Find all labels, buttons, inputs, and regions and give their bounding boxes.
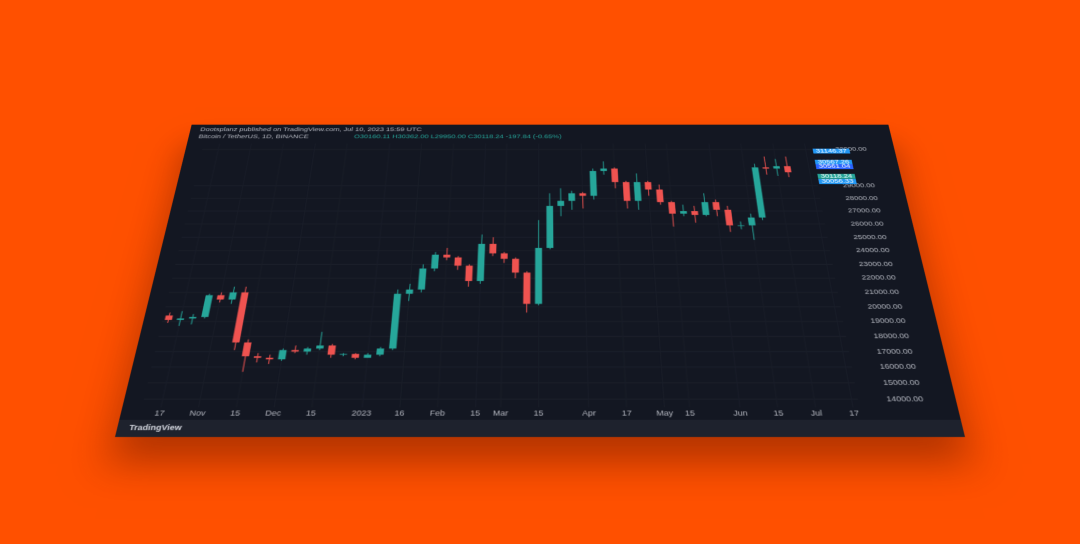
candle-body (691, 211, 699, 215)
candle-body (339, 353, 348, 355)
candle-body (668, 202, 676, 214)
x-tick-label: 15 (533, 409, 543, 418)
candle-body (431, 254, 439, 269)
price-label: 30056.33 (821, 178, 854, 185)
candle-body (316, 345, 324, 349)
x-tick-label: 16 (394, 409, 405, 418)
y-tick-label: 28000.00 (845, 195, 879, 202)
candle-body (568, 193, 576, 201)
brand: TradingView (128, 423, 183, 432)
x-tick-label: 2023 (351, 409, 372, 418)
y-tick-label: 27000.00 (847, 207, 881, 214)
x-tick-label: 17 (849, 409, 861, 418)
symbol: Bitcoin / TetherUS, 1D, BINANCE (198, 134, 309, 140)
candle-body (773, 166, 781, 169)
chart-panel: Dootsplanz published on TradingView.com,… (115, 124, 965, 438)
candle-body (600, 168, 607, 172)
y-tick-label: 18000.00 (873, 332, 910, 340)
candle-body (546, 205, 554, 248)
candle-body (783, 166, 792, 173)
candle-body (680, 211, 687, 214)
y-tick-label: 19000.00 (870, 317, 907, 325)
candle-body (622, 182, 631, 201)
price-label: 30561.04 (818, 163, 852, 169)
candle-body (712, 202, 720, 210)
y-tick-label: 14000.00 (885, 394, 924, 403)
y-tick-label: 32000.00 (835, 146, 868, 152)
candle-body (511, 258, 520, 273)
footer-bar (115, 419, 965, 437)
x-tick-label: Dec (265, 409, 282, 418)
x-tick-label: Jul (810, 409, 823, 418)
y-tick-label: 22000.00 (861, 274, 897, 282)
y-tick-label: 24000.00 (855, 247, 890, 254)
candle-body (405, 289, 414, 294)
candle-body (454, 257, 462, 266)
x-tick-label: 17 (154, 409, 166, 418)
candle-body (534, 247, 543, 304)
y-tick-label: 29000.00 (842, 182, 875, 189)
candle-body (523, 272, 531, 304)
candle-body (644, 182, 652, 190)
candle-body (656, 189, 664, 203)
candle-body (216, 295, 225, 300)
y-tick-label: 21000.00 (864, 288, 900, 296)
ohlc-readout: O30160.11 H30362.00 L29950.00 C30118.24 … (354, 134, 562, 140)
candle-body (277, 350, 287, 360)
author-line: Dootsplanz published on TradingView.com,… (200, 127, 423, 133)
y-tick-label: 16000.00 (879, 363, 917, 371)
x-tick-label: 15 (773, 409, 784, 418)
candle-body (633, 182, 642, 201)
x-tick-label: 15 (306, 409, 317, 418)
candle-body (291, 350, 299, 352)
x-tick-label: May (656, 409, 674, 418)
price-label: 30567.26 (817, 159, 850, 165)
x-tick-label: Mar (493, 409, 509, 418)
candle-body (327, 345, 336, 355)
x-tick-label: Jun (733, 409, 748, 418)
candle-body (363, 354, 372, 358)
y-tick-label: 25000.00 (853, 233, 888, 240)
candle-body (265, 357, 274, 360)
candle-body (228, 292, 237, 300)
candle-body (557, 200, 565, 206)
x-tick-label: Apr (582, 409, 597, 418)
x-tick-label: Nov (189, 409, 207, 418)
candle-body (253, 356, 262, 358)
candle-body (747, 217, 756, 226)
x-tick-label: 15 (470, 409, 480, 418)
candle-body (579, 193, 587, 196)
candle-body (376, 348, 385, 355)
y-tick-label: 20000.00 (867, 302, 903, 310)
candle-body (176, 318, 185, 320)
chart-background (115, 124, 965, 438)
price-label: 30118.24 (820, 173, 853, 180)
x-tick-label: 15 (230, 409, 241, 418)
chart: Dootsplanz published on TradingView.com,… (115, 124, 965, 438)
x-tick-label: 15 (685, 409, 696, 418)
candle-body (500, 253, 508, 259)
candle-body (303, 348, 312, 352)
y-tick-label: 26000.00 (850, 220, 884, 227)
y-tick-label: 17000.00 (876, 347, 913, 355)
candle-body (443, 254, 451, 258)
candle-body (762, 167, 770, 169)
candle-body (589, 171, 598, 196)
y-tick-label: 23000.00 (858, 260, 893, 267)
candle-body (737, 225, 745, 227)
candle-body (611, 168, 619, 183)
candle-body (164, 315, 173, 320)
price-label: 31146.37 (815, 148, 847, 154)
candle-body (351, 353, 360, 358)
candle-body (489, 243, 497, 254)
x-tick-label: Feb (429, 409, 445, 418)
candle-body (465, 265, 473, 282)
x-tick-label: 17 (622, 409, 632, 418)
y-tick-label: 15000.00 (882, 378, 920, 387)
candle-body (188, 317, 197, 319)
candle-wick (603, 161, 604, 174)
